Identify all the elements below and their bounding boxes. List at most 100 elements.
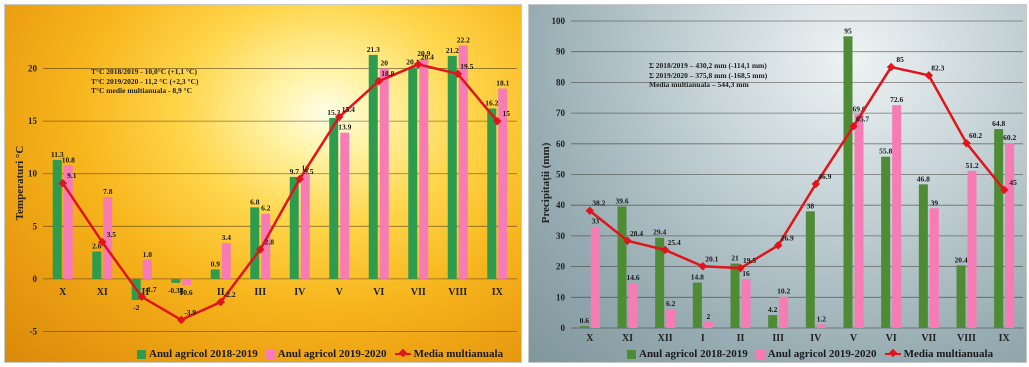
bar-2019-2020: [703, 321, 713, 328]
data-label: 18.1: [496, 79, 509, 88]
y-tick-label: 0: [561, 323, 566, 333]
media-label: 85: [896, 55, 904, 64]
media-point: [177, 315, 186, 325]
data-label: 6.2: [666, 299, 676, 308]
bar-2019-2020: [892, 105, 902, 328]
media-label: 60.2: [969, 131, 982, 140]
legend-label-2019-2020: Anul agricol 2019-2020: [277, 348, 387, 360]
bar-2018-2019: [329, 117, 339, 279]
y-tick-label: 70: [556, 108, 566, 118]
media-label: 65.7: [856, 114, 869, 123]
media-label: 46.9: [818, 172, 831, 181]
precipitation-note-line-3: Media multianuala – 544,3 mm: [649, 80, 749, 89]
data-label: 13.9: [338, 123, 351, 132]
bar-2019-2020: [779, 296, 789, 328]
temperature-note-line-3: T°C medie multianuala - 8,9 °C: [91, 86, 193, 95]
data-label: 72.6: [890, 95, 903, 104]
x-tick-label: III: [772, 333, 784, 344]
bar-2018-2019: [730, 263, 740, 328]
x-tick-label: XI: [622, 333, 633, 344]
x-tick-label: X: [59, 287, 67, 298]
data-label: 60.2: [1003, 133, 1016, 142]
bar-2019-2020: [666, 308, 676, 328]
media-label: 26.9: [781, 233, 794, 242]
y-tick-label: 60: [556, 139, 566, 149]
x-tick-label: IX: [999, 333, 1011, 344]
precipitation-note-line-2: Σ 2019/2020 – 375,8 mm (-168,5 mm): [649, 70, 768, 80]
x-tick-label: XII: [134, 287, 149, 298]
x-tick-label: X: [586, 333, 594, 344]
media-label: 82.3: [931, 63, 944, 72]
media-label: -3.9: [184, 308, 196, 317]
y-tick-label: 40: [556, 200, 566, 210]
media-point: [585, 206, 595, 215]
legend-item-2018-2019: Anul agricol 2018-2019: [137, 348, 258, 360]
data-label: 20.4: [954, 255, 967, 264]
bar-2019-2020: [221, 243, 231, 279]
legend-item-media: Media multianuala: [884, 348, 993, 360]
media-point: [660, 245, 670, 255]
media-label: 20.4: [421, 52, 434, 61]
precipitation-chart-panel: Precipitații (mm) 0 10 20 30 40 50 60 70 80 90 100…: [528, 4, 1027, 363]
media-label: 3.5: [107, 230, 117, 239]
data-label: 21.2: [446, 46, 459, 55]
legend-item-2019-2020: Anul agricol 2019-2020: [755, 348, 877, 360]
x-tick-label: VII: [921, 333, 936, 344]
bar-2018-2019: [92, 251, 102, 279]
media-point: [493, 116, 502, 126]
bar-2019-2020: [1005, 143, 1015, 328]
x-tick-label: I: [179, 287, 183, 298]
data-label: 46.8: [917, 174, 930, 183]
bar-2018-2019: [956, 265, 966, 328]
data-label: 0.9: [211, 259, 221, 268]
media-label: -2.2: [224, 290, 236, 299]
legend-item-media: Media multianuala: [394, 348, 504, 360]
data-label: 39: [931, 198, 939, 207]
media-label: 2.8: [265, 237, 275, 246]
media-label: 15.4: [342, 105, 355, 114]
data-label: 20: [381, 59, 389, 68]
x-tick-label: VI: [886, 333, 897, 344]
bar-2018-2019: [617, 206, 627, 328]
media-point: [335, 112, 344, 122]
legend-swatch-line: [884, 353, 901, 355]
x-tick-label: II: [737, 333, 745, 344]
data-label: -0.6: [181, 288, 193, 297]
y-tick-label: 80: [556, 77, 566, 87]
bar-2019-2020: [741, 278, 751, 328]
data-label: 29.4: [653, 228, 666, 237]
media-multianuala-line: [61, 63, 499, 322]
media-label: 15: [503, 109, 511, 118]
media-point: [374, 76, 383, 86]
data-label: 51.2: [965, 161, 978, 170]
temperature-note-line-2: T°C 2019/2020 - 11,2 °C (+2,3 °C): [91, 76, 199, 86]
data-label: 14.8: [691, 273, 704, 282]
bar-2019-2020: [182, 278, 192, 286]
legend-label-2018-2019: Anul agricol 2018-2019: [149, 348, 258, 360]
legend-item-2018-2019: Anul agricol 2018-2019: [627, 348, 748, 360]
media-point: [295, 174, 304, 184]
media-label: 28.4: [630, 229, 643, 238]
y-tick-label: 10: [28, 169, 38, 179]
x-tick-label: VIII: [957, 333, 976, 344]
media-label: 9.1: [67, 171, 77, 180]
data-label: 2: [706, 312, 710, 321]
legend-label-media: Media multianuala: [413, 348, 504, 360]
media-point: [414, 60, 423, 69]
temperature-note-line-1: T°C 2018/2019 - 10,0°C (+1,1 °C): [91, 67, 197, 76]
y-tick-label: 90: [556, 47, 566, 57]
bar-2018-2019: [210, 269, 220, 279]
x-tick-label: IX: [492, 287, 504, 298]
data-label: 38: [807, 201, 815, 210]
bar-2018-2019: [655, 237, 665, 328]
bar-2019-2020: [261, 213, 271, 279]
data-label: 16.2: [485, 99, 498, 108]
bar-2019-2020: [419, 59, 429, 279]
y-tick-label: 15: [28, 116, 38, 126]
media-point: [98, 237, 107, 247]
temperature-summary-note: T°C 2018/2019 - 10,0°C (+1,1 °C) T°C 201…: [91, 67, 198, 96]
bar-2018-2019: [171, 278, 181, 283]
bar-2019-2020: [590, 226, 600, 328]
bar-2018-2019: [692, 282, 702, 328]
media-point: [924, 71, 934, 80]
